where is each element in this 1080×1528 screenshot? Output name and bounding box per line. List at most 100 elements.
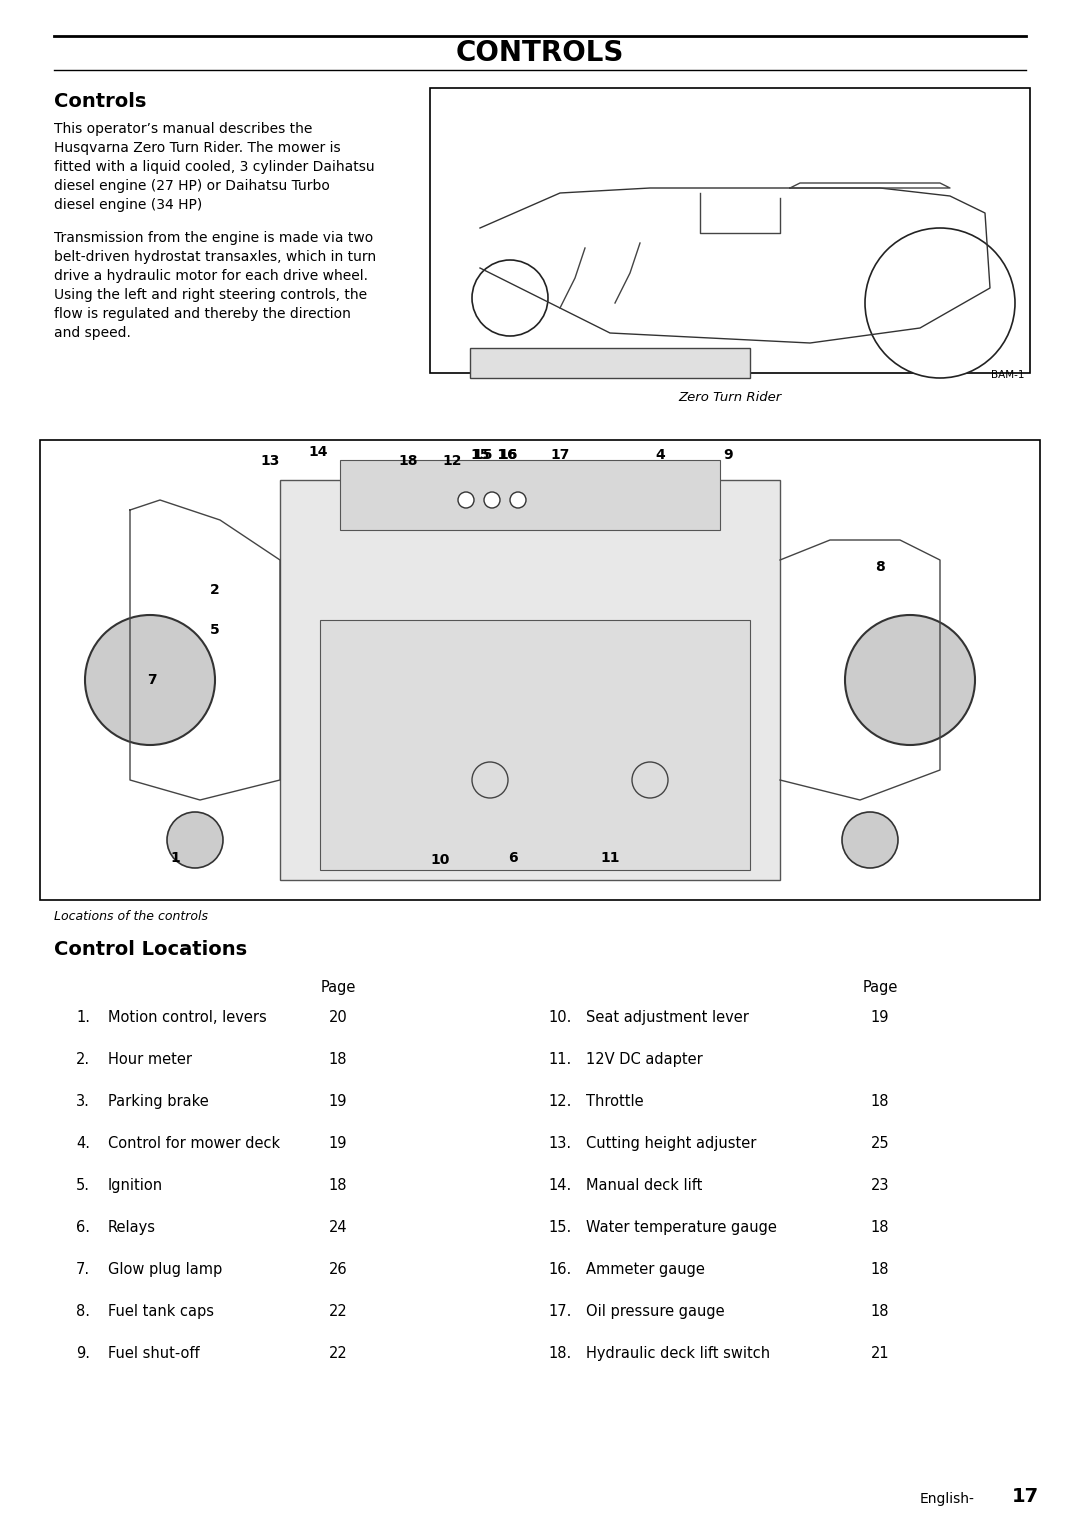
Text: 18: 18: [870, 1303, 889, 1319]
Text: 22: 22: [328, 1346, 348, 1361]
Text: Ammeter gauge: Ammeter gauge: [586, 1262, 705, 1277]
Text: Using the left and right steering controls, the: Using the left and right steering contro…: [54, 287, 367, 303]
Text: Parking brake: Parking brake: [108, 1094, 208, 1109]
Text: 12.: 12.: [548, 1094, 571, 1109]
Text: 19: 19: [328, 1135, 348, 1151]
Text: Fuel shut-off: Fuel shut-off: [108, 1346, 200, 1361]
Bar: [340, 460, 720, 530]
Text: Hydraulic deck lift switch: Hydraulic deck lift switch: [586, 1346, 770, 1361]
Bar: [470, 348, 750, 377]
Text: 18.: 18.: [548, 1346, 571, 1361]
Text: English-: English-: [920, 1491, 975, 1507]
Text: 19: 19: [870, 1010, 889, 1025]
Text: 10: 10: [430, 853, 449, 866]
Text: Husqvarna Zero Turn Rider. The mower is: Husqvarna Zero Turn Rider. The mower is: [54, 141, 340, 154]
Text: 9.: 9.: [76, 1346, 90, 1361]
Bar: [430, 89, 1030, 373]
Text: CONTROLS: CONTROLS: [456, 40, 624, 67]
Text: 18: 18: [399, 454, 418, 468]
Text: This operator’s manual describes the: This operator’s manual describes the: [54, 122, 312, 136]
Circle shape: [85, 614, 215, 746]
Text: Manual deck lift: Manual deck lift: [586, 1178, 702, 1193]
Text: Page: Page: [321, 979, 355, 995]
Text: Control for mower deck: Control for mower deck: [108, 1135, 280, 1151]
Text: 15.: 15.: [548, 1219, 571, 1235]
Text: 7: 7: [147, 672, 157, 688]
Text: 10.: 10.: [548, 1010, 571, 1025]
Text: belt-driven hydrostat transaxles, which in turn: belt-driven hydrostat transaxles, which …: [54, 251, 376, 264]
Text: 18: 18: [328, 1051, 348, 1067]
Text: Locations of the controls: Locations of the controls: [54, 911, 208, 923]
Text: Zero Turn Rider: Zero Turn Rider: [678, 391, 782, 403]
Text: diesel engine (34 HP): diesel engine (34 HP): [54, 199, 202, 212]
Text: 18: 18: [870, 1262, 889, 1277]
Text: 17: 17: [551, 448, 569, 461]
Text: 11.: 11.: [548, 1051, 571, 1067]
Text: and speed.: and speed.: [54, 325, 131, 341]
Text: BAM-1: BAM-1: [991, 370, 1025, 380]
Text: 9: 9: [724, 448, 733, 461]
Text: Transmission from the engine is made via two: Transmission from the engine is made via…: [54, 231, 374, 244]
Circle shape: [167, 811, 222, 868]
Text: 26: 26: [328, 1262, 348, 1277]
Text: 13: 13: [260, 454, 280, 468]
Text: 2: 2: [211, 584, 220, 597]
Text: 19: 19: [328, 1094, 348, 1109]
Text: 16: 16: [498, 448, 517, 461]
Text: 11: 11: [600, 851, 620, 865]
Text: Oil pressure gauge: Oil pressure gauge: [586, 1303, 725, 1319]
Text: fitted with a liquid cooled, 3 cylinder Daihatsu: fitted with a liquid cooled, 3 cylinder …: [54, 160, 375, 174]
Text: 12V DC adapter: 12V DC adapter: [586, 1051, 703, 1067]
Text: 6: 6: [509, 851, 517, 865]
Text: 22: 22: [328, 1303, 348, 1319]
Text: Hour meter: Hour meter: [108, 1051, 192, 1067]
Text: Ignition: Ignition: [108, 1178, 163, 1193]
Text: 18: 18: [870, 1094, 889, 1109]
Text: 18: 18: [870, 1219, 889, 1235]
Text: Glow plug lamp: Glow plug lamp: [108, 1262, 222, 1277]
Bar: [280, 480, 780, 880]
Text: 1: 1: [171, 851, 180, 865]
Circle shape: [510, 492, 526, 507]
Text: 21: 21: [870, 1346, 889, 1361]
Text: 8: 8: [875, 559, 885, 575]
Text: 24: 24: [328, 1219, 348, 1235]
Text: Water temperature gauge: Water temperature gauge: [586, 1219, 777, 1235]
Text: Cutting height adjuster: Cutting height adjuster: [586, 1135, 756, 1151]
Circle shape: [458, 492, 474, 507]
Text: 8.: 8.: [76, 1303, 90, 1319]
Circle shape: [484, 492, 500, 507]
Text: 16.: 16.: [548, 1262, 571, 1277]
Text: 25: 25: [870, 1135, 889, 1151]
Text: 17: 17: [1012, 1487, 1039, 1507]
Text: 2.: 2.: [76, 1051, 90, 1067]
Text: Page: Page: [862, 979, 897, 995]
Text: Throttle: Throttle: [586, 1094, 644, 1109]
Text: 5: 5: [211, 623, 220, 637]
Bar: [40, 440, 1040, 900]
Bar: [320, 620, 750, 869]
Text: 6.: 6.: [76, 1219, 90, 1235]
Text: Motion control, levers: Motion control, levers: [108, 1010, 267, 1025]
Text: 18: 18: [328, 1178, 348, 1193]
Text: diesel engine (27 HP) or Daihatsu Turbo: diesel engine (27 HP) or Daihatsu Turbo: [54, 179, 329, 193]
Text: Seat adjustment lever: Seat adjustment lever: [586, 1010, 748, 1025]
Text: 3.: 3.: [76, 1094, 90, 1109]
Text: 12: 12: [442, 454, 462, 468]
Text: 4.: 4.: [76, 1135, 90, 1151]
Circle shape: [632, 762, 669, 798]
Text: 1.: 1.: [76, 1010, 90, 1025]
Text: drive a hydraulic motor for each drive wheel.: drive a hydraulic motor for each drive w…: [54, 269, 368, 283]
Circle shape: [845, 614, 975, 746]
Text: 15: 15: [470, 448, 489, 461]
Text: 14.: 14.: [548, 1178, 571, 1193]
Text: 20: 20: [328, 1010, 348, 1025]
Text: 7.: 7.: [76, 1262, 90, 1277]
Text: 23: 23: [870, 1178, 889, 1193]
Circle shape: [842, 811, 897, 868]
Circle shape: [472, 762, 508, 798]
Text: 17.: 17.: [548, 1303, 571, 1319]
Text: 5.: 5.: [76, 1178, 90, 1193]
Text: Relays: Relays: [108, 1219, 156, 1235]
Text: Controls: Controls: [54, 92, 147, 112]
